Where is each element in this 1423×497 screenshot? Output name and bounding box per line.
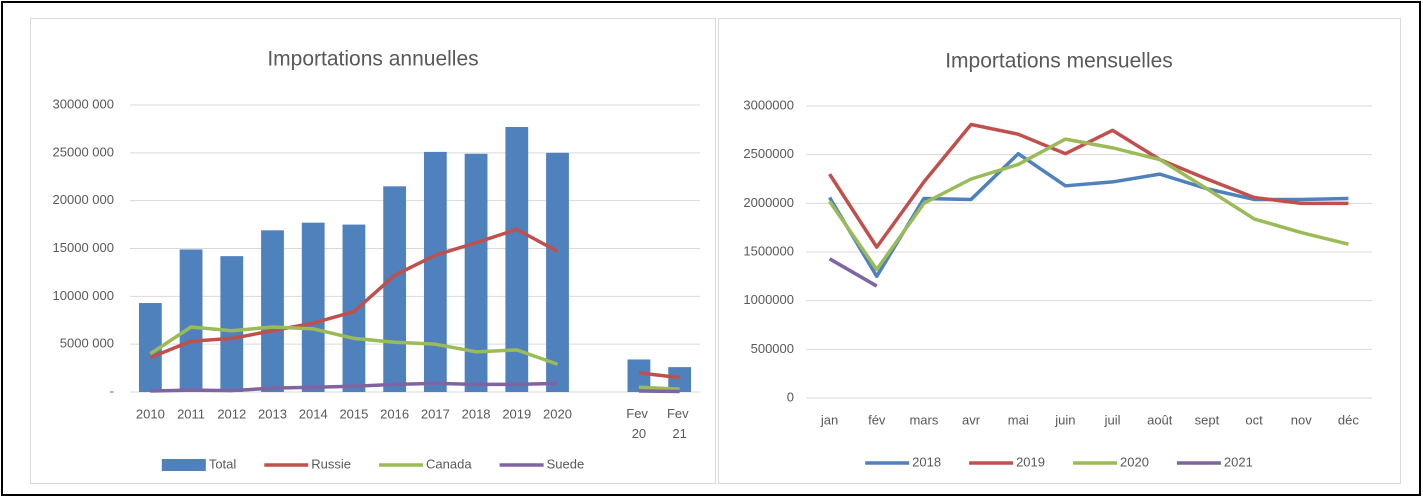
x-tick-label: 2015 [339,406,368,421]
line [150,381,680,394]
x-tick-label: jan [820,412,838,427]
y-tick-label: 30000 000 [53,96,114,111]
legend-label: Suede [547,456,585,471]
y-tick-label: 0 [787,389,794,404]
bar [138,303,162,392]
bar [505,127,529,393]
x-tick-label: mai [1008,412,1029,427]
chart-box [30,18,716,484]
x-tick-label: juil [1104,412,1121,427]
x-tick-label: oct [1245,412,1263,427]
bar [220,256,244,392]
y-tick-label: 500000 [751,341,794,356]
bar [261,230,284,392]
bar [668,367,692,392]
bar [464,153,488,392]
x-tick-label: 2016 [380,406,409,421]
x-tick-label: août [1147,412,1173,427]
line [149,325,680,391]
x-tick-label: 2017 [421,406,450,421]
x-tick-label: juin [1054,412,1075,427]
y-tick-label: 20000 000 [53,192,114,207]
y-tick-label: 25000 000 [53,144,114,159]
legend: 2018 2019 2020 2021 [865,454,1253,469]
y-tick-label: 2500000 [743,146,794,161]
y-tick-label: 10000 000 [53,288,114,303]
x-tick-label: 2020 [543,406,572,421]
x-tick-label: fév [868,412,886,427]
bar [301,222,325,392]
x-tick-label: 2012 [217,406,246,421]
bar [179,249,203,392]
x-tick-label: Fev 20 [626,406,651,441]
y-tick-label: 15000 000 [53,240,114,255]
line [828,257,878,288]
legend-label: 2020 [1120,454,1149,469]
y-tick-label: 2000000 [743,195,794,210]
x-tick-label: nov [1291,412,1312,427]
y-tick-label: 1500000 [743,243,794,258]
chart-box [718,18,1401,484]
chart-title: Importations annuelles [267,48,478,71]
x-tick-label: 2014 [299,406,328,421]
bar [627,359,651,392]
x-tick-label: 2018 [462,406,491,421]
y-tick-label: - [110,383,114,398]
x-tick-label: déc [1338,412,1359,427]
x-tick-label: sept [1195,412,1220,427]
x-tick-label: Fev 21 [667,406,692,441]
bar [423,151,447,392]
legend-label: Russie [311,456,351,471]
legend-swatch [161,459,206,471]
legend: Total Russie Canada Suede [161,456,585,471]
bar [383,186,407,392]
x-tick-label: mars [909,412,938,427]
bar [546,152,569,392]
y-tick-label: 3000000 [743,97,794,112]
x-tick-label: 2011 [177,406,205,421]
bar [342,224,366,392]
legend-label: 2019 [1016,454,1045,469]
legend-label: 2018 [912,454,941,469]
legend-label: Canada [426,456,472,471]
y-tick-label: 1000000 [743,292,794,307]
x-tick-label: 2019 [502,406,531,421]
x-tick-label: 2010 [136,406,165,421]
line [828,137,1349,272]
legend-label: Total [209,456,237,471]
y-tick-label: 5000 000 [60,336,114,351]
chart-title: Importations mensuelles [945,50,1173,73]
x-tick-label: 2013 [258,406,287,421]
legend-label: 2021 [1224,454,1253,469]
line [149,227,680,380]
x-tick-label: avr [962,412,981,427]
